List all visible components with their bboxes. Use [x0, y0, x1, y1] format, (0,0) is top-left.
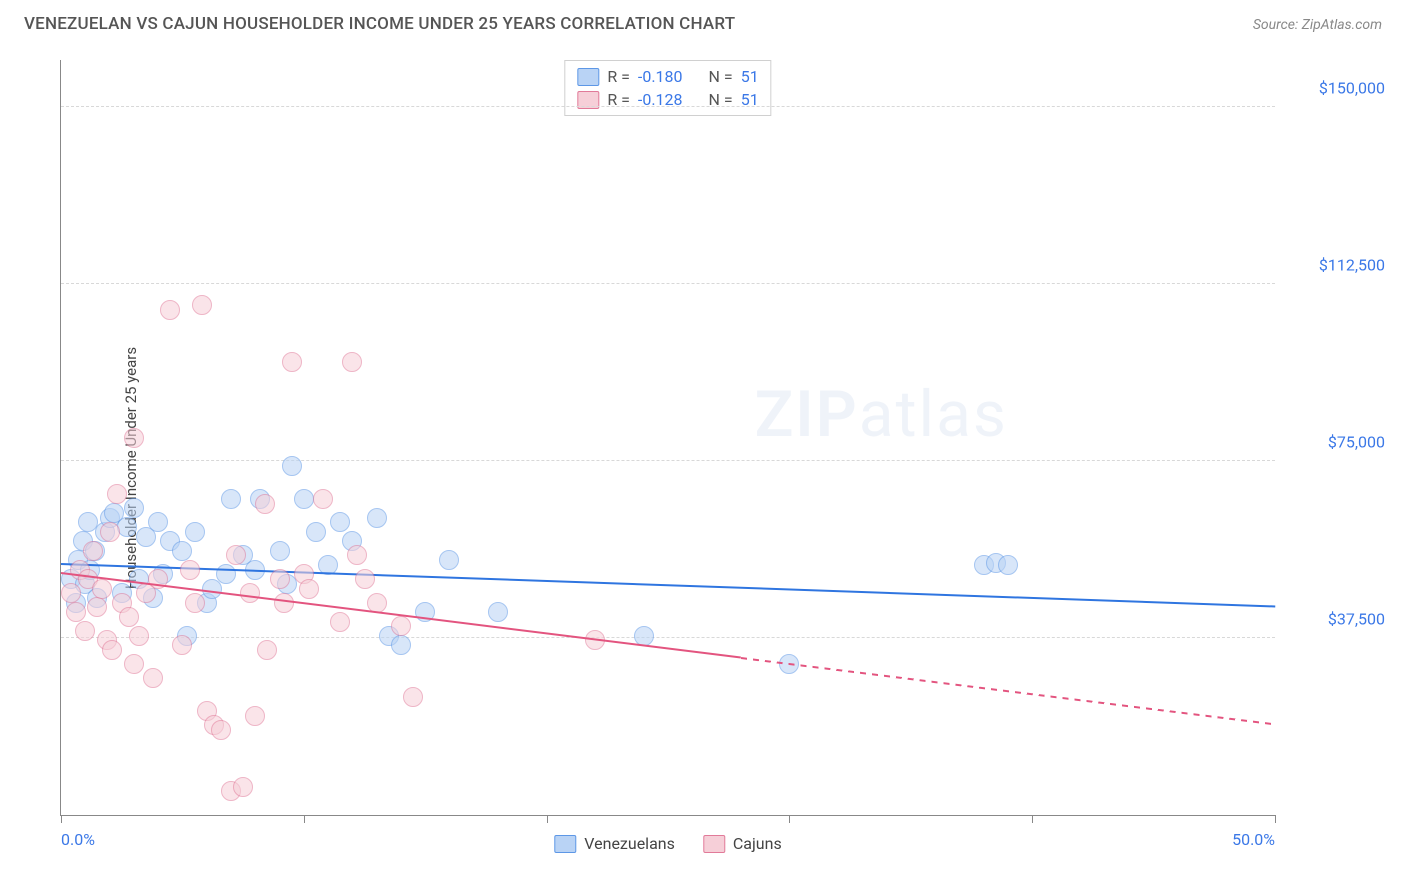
data-point [221, 489, 241, 509]
data-point [391, 616, 411, 636]
data-point [129, 626, 149, 646]
data-point [180, 560, 200, 580]
data-point [240, 583, 260, 603]
data-point [92, 579, 112, 599]
data-point [211, 720, 231, 740]
x-tick [1032, 815, 1033, 823]
data-point [299, 579, 319, 599]
x-tick [789, 815, 790, 823]
data-point [367, 508, 387, 528]
data-point [83, 541, 103, 561]
watermark: ZIPatlas [755, 377, 1008, 452]
data-point [160, 300, 180, 320]
data-point [192, 295, 212, 315]
data-point [172, 541, 192, 561]
series-legend-item: Cajuns [703, 834, 782, 853]
legend-n-value: 51 [741, 67, 759, 86]
data-point [185, 522, 205, 542]
y-tick-label: $75,000 [1285, 433, 1385, 452]
data-point [282, 456, 302, 476]
data-point [124, 428, 144, 448]
data-point [347, 545, 367, 565]
correlation-legend: R = -0.180 N = 51 R =-0.128N =51 [564, 60, 771, 116]
data-point [342, 352, 362, 372]
legend-row: R = -0.180 N = 51 [577, 65, 758, 88]
data-point [75, 621, 95, 641]
gridline [61, 283, 1275, 284]
legend-swatch [554, 835, 576, 853]
legend-swatch [703, 835, 725, 853]
plot-area: ZIPatlas R =-0.180N =51R =-0.128N =51 Ve… [60, 60, 1275, 816]
data-point [294, 489, 314, 509]
data-point [185, 593, 205, 613]
x-tick [547, 815, 548, 823]
data-point [226, 545, 246, 565]
x-tick [1275, 815, 1276, 823]
data-point [998, 555, 1018, 575]
data-point [270, 569, 290, 589]
legend-r-label: R = [607, 67, 630, 86]
data-point [245, 706, 265, 726]
data-point [102, 640, 122, 660]
data-point [403, 687, 423, 707]
data-point [61, 583, 81, 603]
series-name: Cajuns [733, 834, 782, 853]
data-point [124, 498, 144, 518]
gridline [61, 106, 1275, 107]
gridline [61, 460, 1275, 461]
x-tick-label: 50.0% [1232, 830, 1275, 849]
chart-container: Householder Income Under 25 years ZIPatl… [20, 48, 1390, 888]
data-point [117, 517, 137, 537]
data-point [124, 654, 144, 674]
x-tick [61, 815, 62, 823]
data-point [119, 607, 139, 627]
data-point [306, 522, 326, 542]
series-name: Venezuelans [584, 834, 675, 853]
legend-n-label: N = [709, 67, 733, 86]
data-point [257, 640, 277, 660]
data-point [143, 668, 163, 688]
data-point [216, 564, 236, 584]
trend-line [741, 657, 1275, 726]
data-point [148, 512, 168, 532]
data-point [330, 612, 350, 632]
x-tick-label: 0.0% [61, 830, 95, 849]
data-point [439, 550, 459, 570]
data-point [255, 494, 275, 514]
legend-r-value: -0.180 [638, 67, 683, 86]
data-point [233, 777, 253, 797]
data-point [282, 352, 302, 372]
series-legend: Venezuelans Cajuns [554, 834, 781, 853]
y-tick-label: $37,500 [1285, 610, 1385, 629]
data-point [330, 512, 350, 532]
data-point [488, 602, 508, 622]
y-tick-label: $150,000 [1285, 79, 1385, 98]
data-point [100, 522, 120, 542]
chart-title: VENEZUELAN VS CAJUN HOUSEHOLDER INCOME U… [24, 14, 735, 34]
source-label: Source: ZipAtlas.com [1253, 17, 1382, 33]
data-point [391, 635, 411, 655]
data-point [313, 489, 333, 509]
data-point [355, 569, 375, 589]
gridline [61, 637, 1275, 638]
x-tick [304, 815, 305, 823]
data-point [172, 635, 192, 655]
series-legend-item: Venezuelans [554, 834, 675, 853]
legend-swatch [577, 68, 599, 86]
data-point [87, 597, 107, 617]
data-point [66, 602, 86, 622]
legend-row: R =-0.128N =51 [577, 88, 758, 111]
y-tick-label: $112,500 [1285, 256, 1385, 275]
data-point [270, 541, 290, 561]
data-point [107, 484, 127, 504]
